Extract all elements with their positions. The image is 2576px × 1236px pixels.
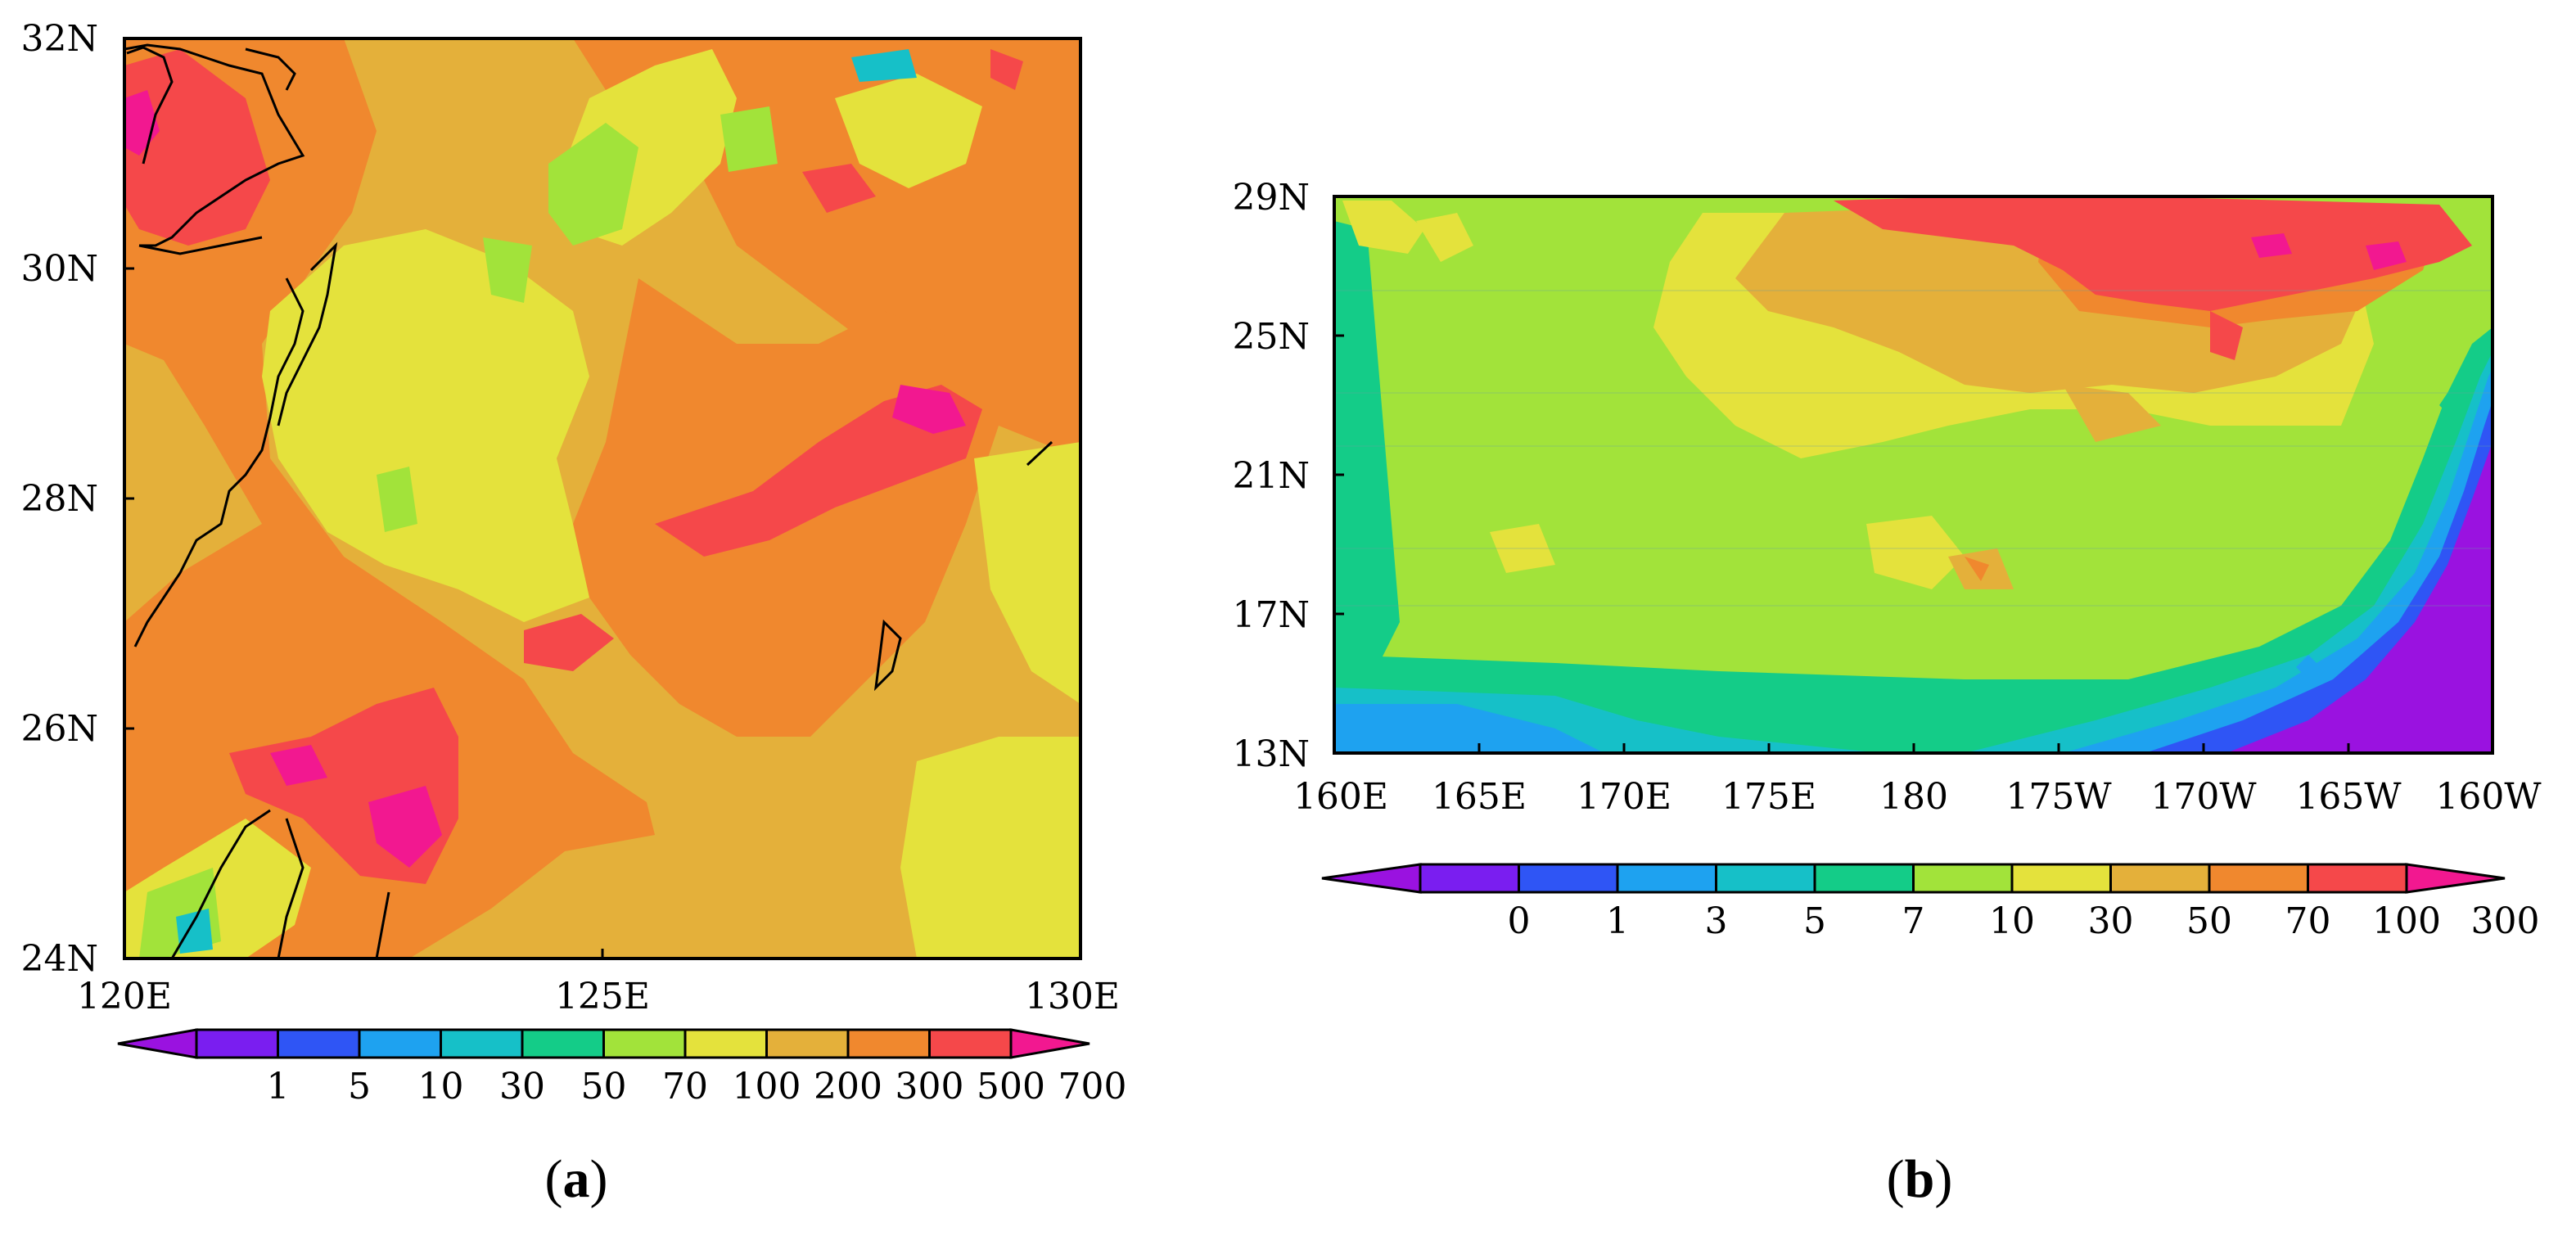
panel-b-colorbar: 0 1 3 5 7 10 30 50 70 100 300 [1321,863,2540,942]
panel-b-xtick: 180 [1879,776,1948,818]
panel-b-xtick: 165E [1432,776,1527,818]
colorbar-segment [1518,863,1619,894]
colorbar-label: 700 [1058,1066,1127,1107]
colorbar-label: 50 [581,1066,627,1107]
colorbar-segment [2307,863,2408,894]
panel-a-colorbar: 1 5 10 30 50 70 100 200 300 500 700 [117,1028,1127,1107]
panel-a-xtick: 120E [77,976,172,1017]
colorbar-segment [440,1028,524,1059]
panel-a-xtick: 125E [555,976,650,1017]
panel-a-map: 32N 30N 28N 26N 24N 120E 125E 130E [21,18,1121,1017]
panel-b-ytick: 13N [1233,733,1311,775]
panel-b-ytick: 25N [1233,316,1311,358]
colorbar-segment [2208,863,2309,894]
panel-b-xtick: 170W [2150,776,2257,818]
panel-b-ytick: 17N [1233,594,1311,636]
panel-a-ytick: 26N [21,708,99,750]
panel-a-xtick: 130E [1025,976,1120,1017]
colorbar-label: 70 [2285,900,2331,942]
panel-b-ytick: 29N [1233,177,1311,219]
colorbar-segment [1715,863,1816,894]
colorbar-label: 7 [1902,900,1925,942]
colorbar-label: 100 [733,1066,801,1107]
panel-a-caption: (a) [545,1149,608,1209]
panel-b-xtick: 175W [2005,776,2112,818]
colorbar-segment [1419,863,1520,894]
colorbar-segment [846,1028,931,1059]
colorbar-label: 300 [2471,900,2540,942]
panel-b-xtick: 165W [2295,776,2402,818]
colorbar-left-arrow [117,1028,198,1059]
panel-b-caption: (b) [1887,1149,1953,1209]
colorbar-segment [928,1028,1013,1059]
colorbar-segment [602,1028,687,1059]
colorbar-label: 10 [1989,900,2035,942]
colorbar-label: 10 [418,1066,464,1107]
colorbar-label: 3 [1705,900,1728,942]
colorbar-segment [358,1028,442,1059]
colorbar-segment [277,1028,361,1059]
panel-a-ytick: 24N [21,938,99,980]
colorbar-segment [1616,863,1717,894]
panel-b-tick-marks [1334,334,2350,753]
colorbar-label: 100 [2372,900,2441,942]
colorbar-segment [521,1028,605,1059]
colorbar-label: 300 [896,1066,964,1107]
panel-a-coastline [124,43,1053,959]
colorbar-label: 1 [267,1066,290,1107]
panel-b-xtick: 160E [1293,776,1388,818]
panel-b-map: 29N 25N 21N 17N 13N 160E 165E 170E 175E … [1233,177,2542,818]
colorbar-label: 200 [814,1066,882,1107]
colorbar-label: 70 [662,1066,708,1107]
colorbar-label: 30 [2088,900,2134,942]
panel-a-tick-marks [124,37,604,959]
colorbar-segment [765,1028,850,1059]
colorbar-right-arrow [1009,1028,1090,1059]
colorbar-right-arrow [2405,863,2506,894]
panel-b-xtick: 160W [2435,776,2542,818]
panel-a-caption-letter: a [563,1149,590,1209]
colorbar-segment [195,1028,279,1059]
colorbar-segment [1912,863,2014,894]
panel-b-contour-field [1334,196,2493,753]
panel-b-ytick: 21N [1233,455,1311,497]
colorbar-left-arrow [1321,863,1422,894]
panel-a-ytick: 32N [21,18,99,60]
colorbar-segment [1813,863,1915,894]
panel-a-ytick: 30N [21,248,99,290]
colorbar-label: 5 [1803,900,1826,942]
panel-b-xtick: 170E [1577,776,1671,818]
panel-b-xtick: 175E [1721,776,1816,818]
colorbar-label: 500 [977,1066,1045,1107]
colorbar-segment [683,1028,768,1059]
panel-a-ytick: 28N [21,478,99,520]
panel-a-contour-field [124,38,1080,959]
colorbar-label: 0 [1508,900,1531,942]
colorbar-segment [2109,863,2211,894]
panel-b-caption-letter: b [1905,1149,1935,1209]
colorbar-segment [2010,863,2112,894]
colorbar-label: 5 [348,1066,371,1107]
colorbar-label: 50 [2186,900,2232,942]
colorbar-label: 1 [1606,900,1629,942]
colorbar-label: 30 [499,1066,545,1107]
